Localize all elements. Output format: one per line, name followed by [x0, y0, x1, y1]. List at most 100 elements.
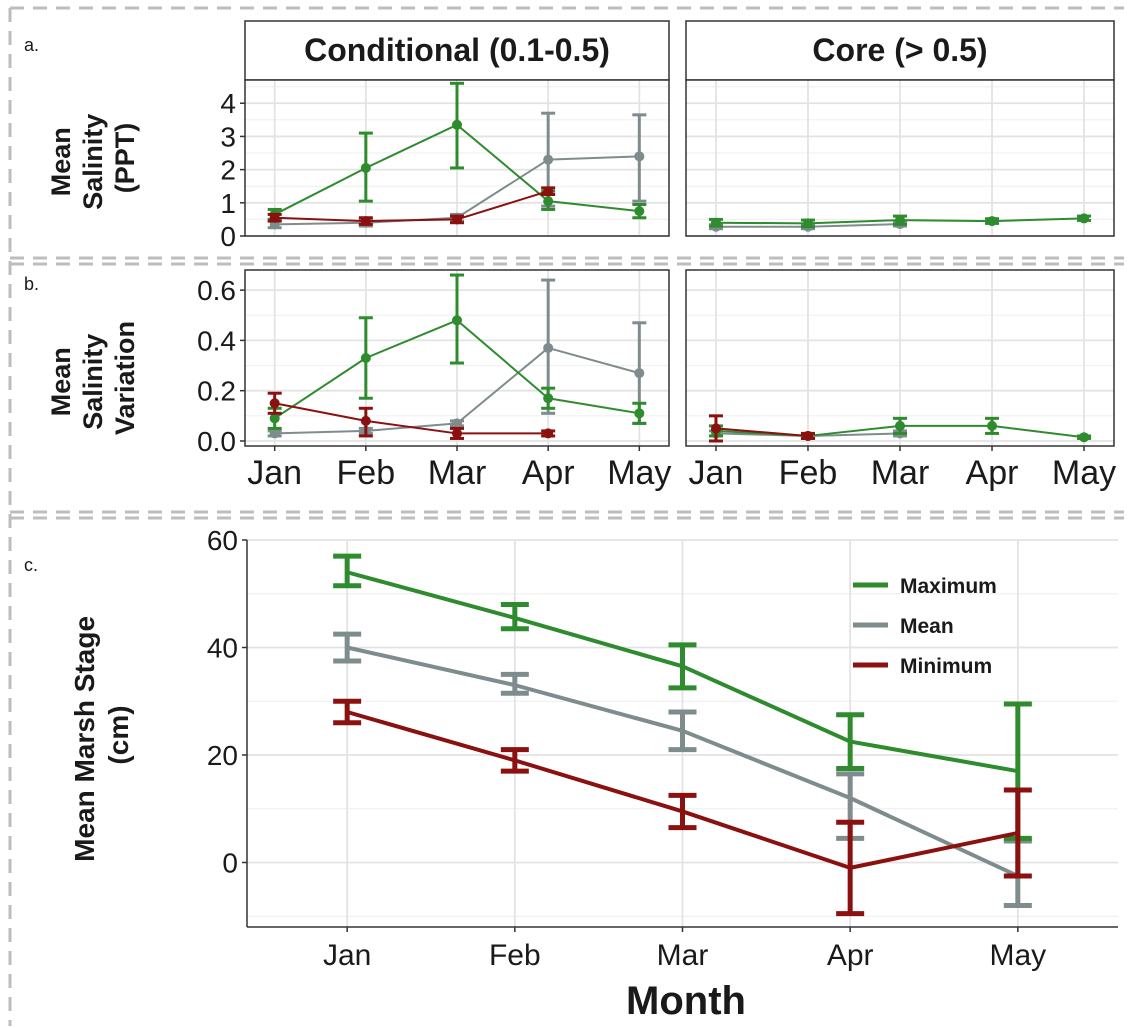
data-point-mean: [634, 151, 645, 162]
tick-label-x: Feb: [337, 454, 396, 492]
series-line-min: [274, 402, 549, 435]
tick-label-x: Apr: [966, 454, 1019, 492]
data-point-max: [360, 353, 371, 363]
data-point-min: [710, 423, 721, 434]
strip-left-box: [244, 20, 670, 81]
tick-label-x: Mar: [871, 454, 930, 492]
tick-label-y: 0: [222, 848, 238, 879]
legend-label: Mean: [900, 615, 954, 638]
tick-label-y: 2: [220, 155, 236, 186]
ylabel-b-line2: Salinity: [78, 334, 108, 430]
series-max: [267, 273, 647, 430]
data-point-min: [802, 430, 813, 441]
error-bar-mean: [668, 709, 697, 753]
data-point-mean: [543, 154, 554, 165]
tick-label-y: 0.0: [197, 426, 236, 457]
data-point-min: [543, 428, 554, 439]
data-point-max: [360, 162, 371, 173]
plot-b-right: Jan Feb Mar Apr May: [685, 269, 1116, 492]
panel-label-b: b.: [24, 274, 39, 294]
data-point-mean: [269, 428, 280, 439]
strip-left: Conditional (0.1-0.5): [244, 20, 670, 81]
error-bar-min: [1003, 787, 1032, 879]
ylabel-c-line1: Mean Marsh Stage: [69, 616, 100, 862]
data-point-max: [634, 408, 645, 419]
error-bar-max: [500, 602, 529, 632]
data-point-max: [802, 218, 813, 229]
ylabel-a: Mean Salinity (PPT): [46, 106, 140, 210]
data-point-min: [452, 428, 462, 439]
data-point-min: [269, 398, 280, 409]
series-min: [333, 698, 1032, 917]
strip-right-label: Core (> 0.5): [812, 32, 987, 68]
tick-label-x: Jan: [247, 454, 302, 492]
series-max: [267, 81, 647, 221]
legend-label: Minimum: [900, 655, 992, 678]
tick-label-x: Apr: [522, 454, 575, 492]
tick-label-y: 4: [220, 88, 236, 119]
legend-item-max: Maximum: [853, 575, 997, 598]
tick-label-x: Jan: [689, 454, 744, 492]
error-bar-max: [333, 553, 362, 589]
data-point-max: [543, 393, 554, 404]
data-point-max: [1079, 432, 1090, 443]
legend-label: Maximum: [900, 575, 997, 598]
error-bar-mean: [500, 671, 529, 696]
xlabel-c: Month: [626, 979, 746, 1023]
data-point-max: [269, 413, 280, 424]
tick-label-x: May: [1052, 454, 1116, 492]
data-point-mean: [634, 368, 645, 379]
data-point-min: [452, 214, 462, 225]
data-point-max: [895, 420, 905, 431]
data-point-mean: [452, 418, 462, 429]
tick-label-y: 1: [220, 188, 236, 219]
data-point-max: [987, 420, 998, 431]
tick-label-x: May: [607, 454, 671, 492]
error-bar-min: [333, 698, 362, 726]
data-point-max: [987, 216, 998, 227]
strip-right: Core (> 0.5): [685, 20, 1115, 81]
tick-label-y: 0: [220, 221, 236, 252]
series-min: [267, 186, 556, 227]
data-point-max: [710, 217, 721, 228]
strip-right-box: [685, 20, 1115, 81]
legend-item-mean: Mean: [853, 615, 954, 638]
plot-a-right: [685, 79, 1115, 237]
ylabel-a-line1: Mean: [46, 127, 76, 196]
tick-label-x: Mar: [657, 939, 709, 972]
ylabel-c-line2: (cm): [103, 705, 134, 764]
data-point-max: [452, 315, 462, 326]
error-bar-max: [668, 642, 697, 691]
plot-border: [244, 79, 670, 237]
series-min: [267, 391, 556, 440]
series-line-min: [274, 190, 549, 223]
strip-left-label: Conditional (0.1-0.5): [304, 32, 610, 68]
plot-c: 0 20 40 60 Jan Feb Mar Apr May: [207, 525, 1118, 972]
legend: Maximum Mean Minimum: [853, 575, 997, 678]
series-line-min: [715, 427, 809, 437]
ylabel-a-line2: Salinity: [78, 114, 108, 210]
plot-border: [685, 79, 1115, 237]
data-point-min: [269, 212, 280, 223]
data-point-max: [543, 196, 554, 207]
ylabel-c: Mean Marsh Stage (cm): [69, 608, 134, 862]
tick-label-x: Mar: [428, 454, 487, 492]
series-max: [708, 213, 1092, 229]
plot-border: [685, 269, 1115, 447]
ylabel-b-line1: Mean: [46, 347, 76, 416]
ylabel-b-line3: Variation: [110, 321, 140, 435]
tick-label-x: Feb: [489, 939, 541, 972]
tick-label-x: Jan: [323, 939, 371, 972]
tick-label-y: 20: [207, 740, 238, 771]
error-bar-mean: [333, 631, 362, 664]
panel-frames: [8, 6, 1124, 1026]
legend-item-min: Minimum: [853, 655, 992, 678]
plot-border: [244, 269, 670, 447]
tick-label-y: 0.4: [197, 325, 236, 356]
panel-label-c: c.: [24, 555, 38, 575]
tick-label-x: May: [989, 939, 1046, 972]
error-bar-max: [836, 712, 865, 771]
tick-label-y: 60: [207, 525, 238, 556]
